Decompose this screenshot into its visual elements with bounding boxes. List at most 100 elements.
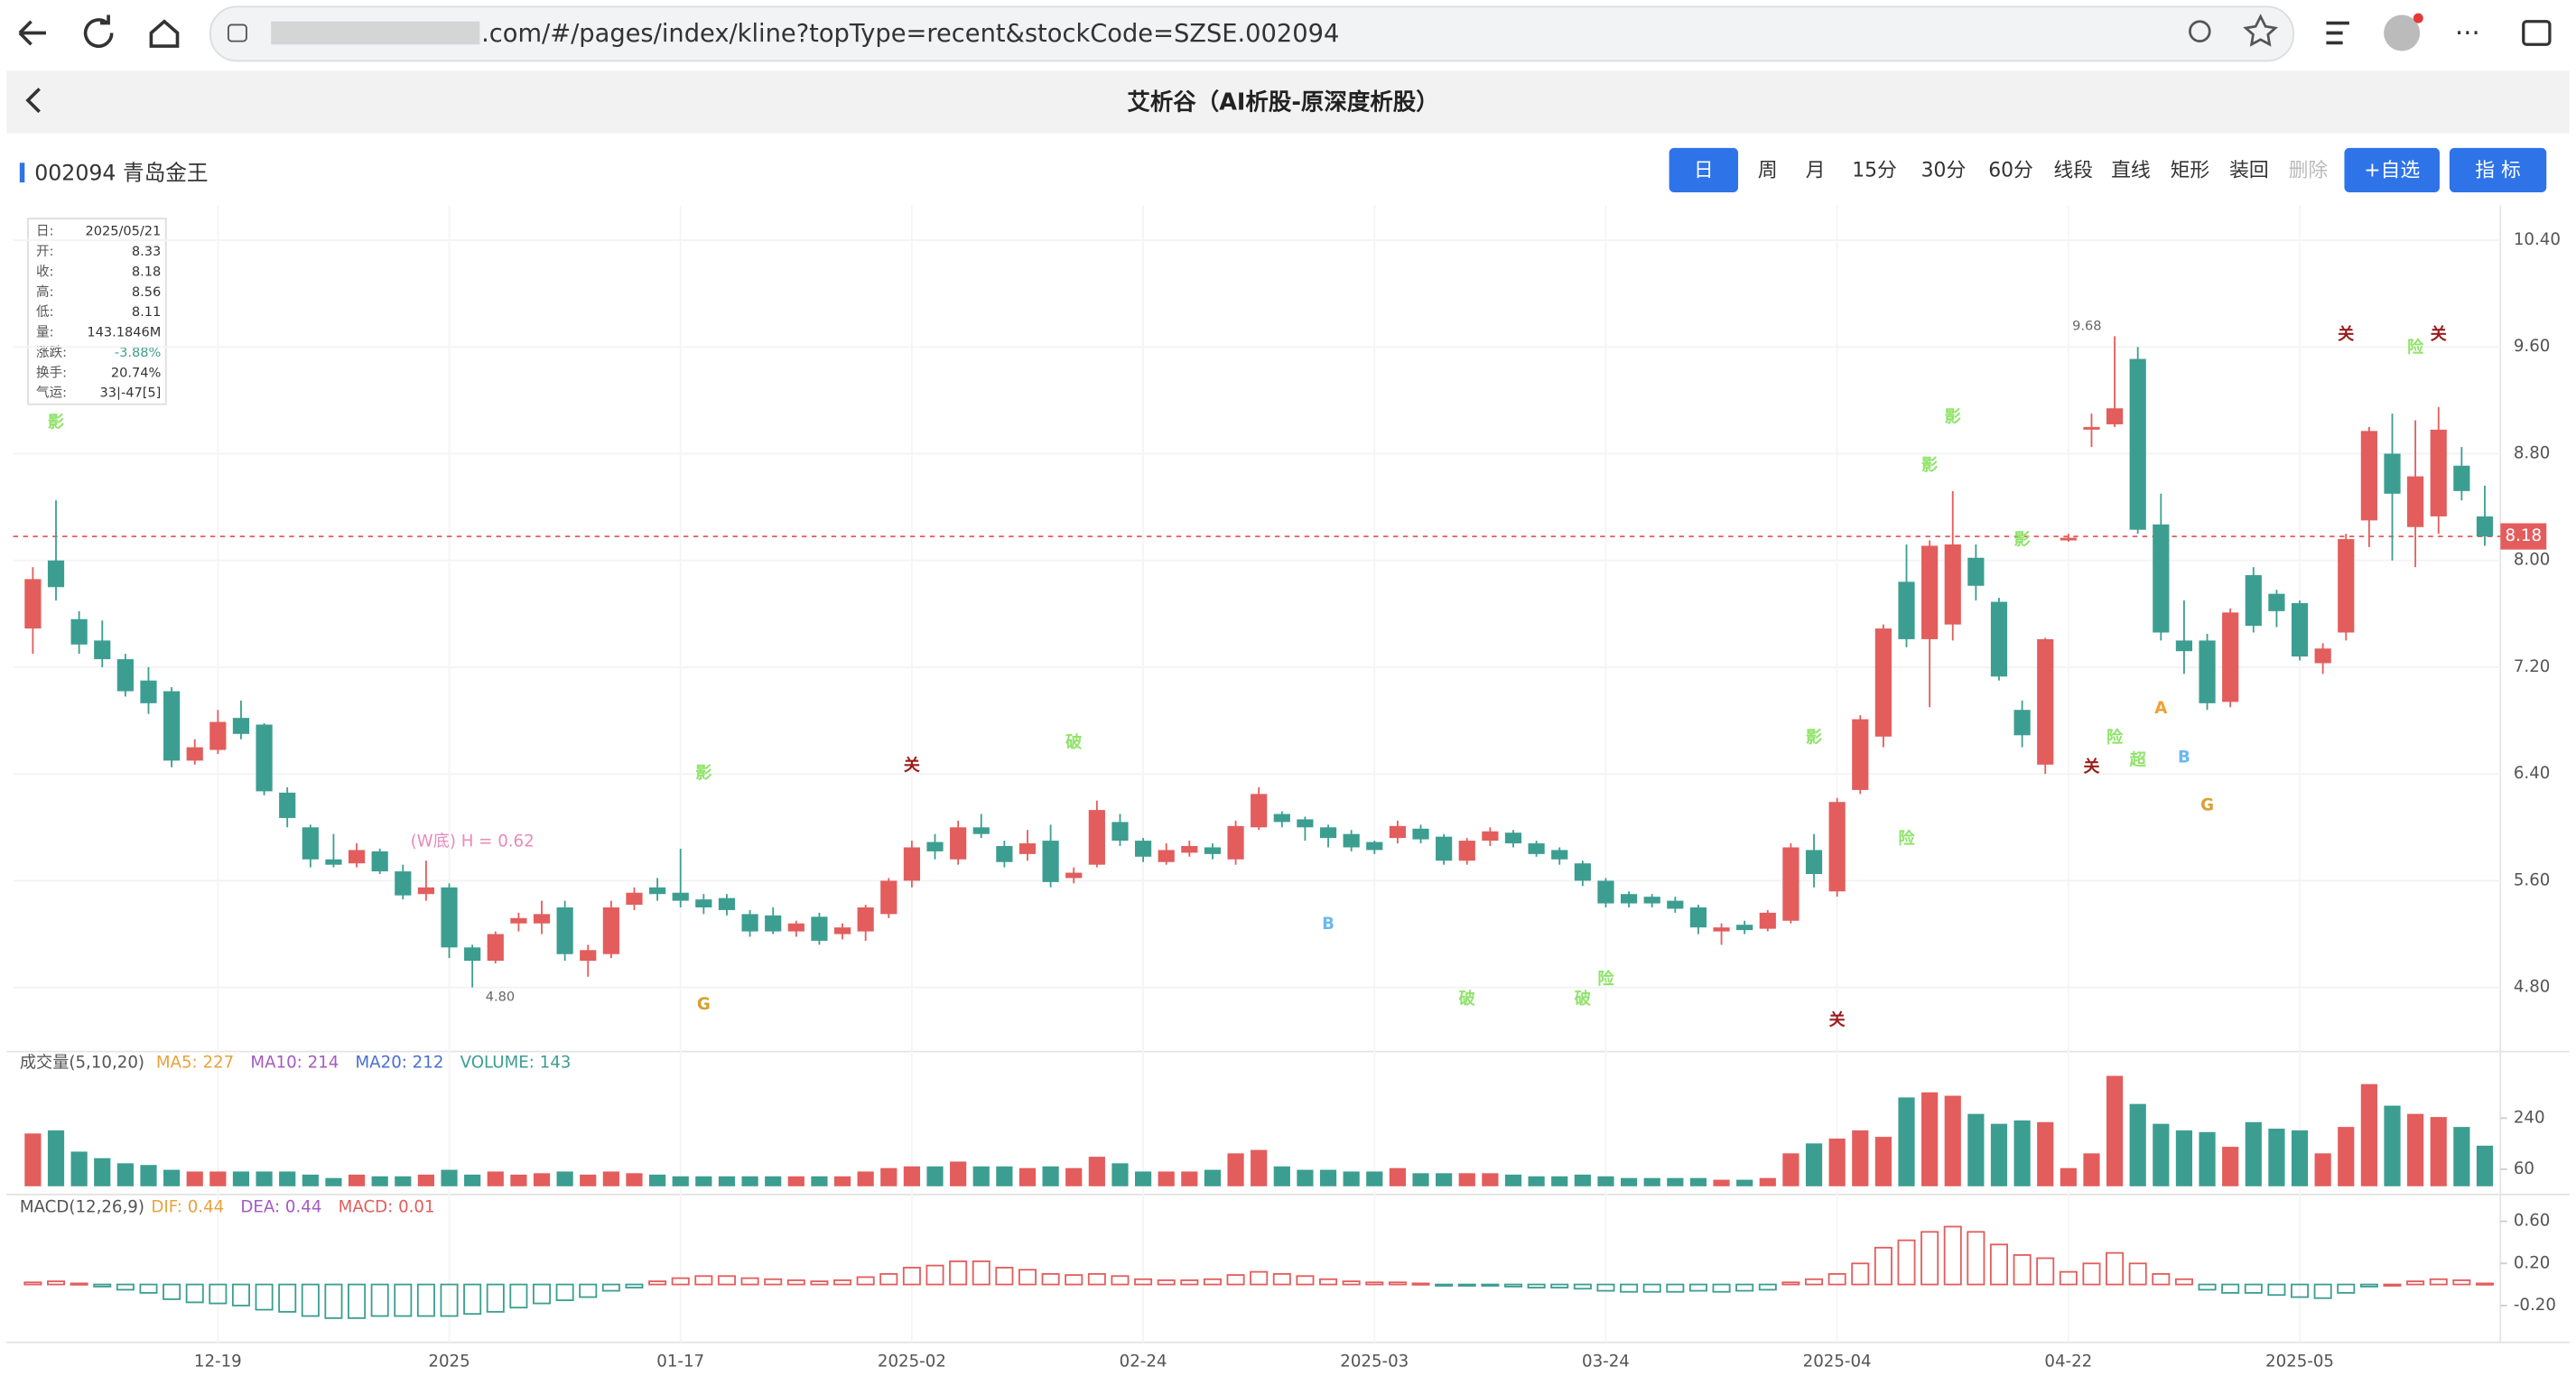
sidebar-button[interactable] (2522, 20, 2552, 46)
volume-bar (1412, 1173, 1429, 1186)
volume-tick-label: 240 (2514, 1108, 2545, 1127)
tool-button[interactable]: 15分 (1852, 159, 1897, 181)
volume-bar (1319, 1169, 1337, 1186)
volume-bar (2153, 1123, 2170, 1186)
favorites-button[interactable] (2326, 21, 2349, 45)
action-button-bg[interactable] (2344, 147, 2440, 192)
macd-bar (1226, 1274, 1245, 1286)
candle-body (2083, 426, 2100, 430)
reload-button[interactable] (83, 14, 114, 48)
candle-body (833, 927, 851, 935)
action-button-bg[interactable] (2449, 147, 2547, 192)
tool-button[interactable]: 周 (1758, 159, 1778, 181)
volume-bar (325, 1177, 342, 1186)
signal: 关 (2338, 324, 2355, 344)
macd-bar (1527, 1283, 1546, 1288)
volume-bar (2106, 1075, 2124, 1186)
x-tick-label: 02-24 (1120, 1352, 1167, 1371)
tool-button[interactable]: 矩形 (2171, 159, 2210, 181)
tool-button[interactable]: 删除 (2289, 159, 2329, 181)
volume-bar (2129, 1103, 2146, 1186)
macd-bar (786, 1279, 805, 1286)
tool-button[interactable]: 月 (1806, 159, 1826, 181)
tooltip-value: 8.18 (132, 264, 161, 279)
volume-bar (209, 1171, 227, 1186)
volume-bar (1018, 1167, 1037, 1186)
browser-bar: .com/#/pages/index/kline?topType=recent&… (18, 5, 2552, 62)
volume-bar (1204, 1169, 1222, 1186)
tooltip-label: 收: (36, 264, 53, 279)
kline-chart: 日: 2025/05/21 开: 8.33 收: 8.18 高: 8.56 低: 8.11 量: 14… (6, 205, 2570, 1371)
volume-bar (232, 1171, 250, 1186)
candle-body (348, 850, 366, 864)
candle-body (140, 680, 157, 703)
tooltip-box (27, 218, 167, 405)
volume-bar (1713, 1179, 1730, 1186)
macd-bar (764, 1278, 783, 1286)
candle-body (1736, 925, 1753, 931)
profile-button[interactable] (2384, 14, 2421, 51)
high-label: 9.68 (2072, 318, 2101, 333)
volume-bar (903, 1166, 921, 1186)
macd-bar (1596, 1283, 1615, 1292)
home-button[interactable] (149, 19, 180, 48)
volume-bar (1689, 1177, 1707, 1186)
volume-bar (2338, 1127, 2355, 1186)
tooltip-label: 量: (36, 325, 53, 340)
volume-bar (2476, 1145, 2494, 1186)
back-button[interactable] (18, 20, 46, 46)
macd-bar (1688, 1283, 1707, 1292)
macd-bar (2221, 1283, 2240, 1294)
tool-button[interactable]: 30分 (1921, 159, 1967, 181)
action-button[interactable]: +自选 (2364, 159, 2420, 181)
volume-bar (510, 1174, 527, 1186)
volume-bar (602, 1171, 619, 1186)
volume-bar (1366, 1171, 1383, 1186)
profile-badge (2413, 13, 2423, 23)
volume-bar (833, 1176, 851, 1186)
macd-tick-label: 0.60 (2514, 1212, 2551, 1231)
macd-bar (1712, 1283, 1731, 1293)
tool-button[interactable]: 线段 (2053, 159, 2093, 181)
volume-bar (672, 1176, 689, 1186)
favorite-icon[interactable] (2243, 14, 2279, 47)
macd-legend: MACD: 0.01 (339, 1197, 435, 1216)
tool-button[interactable]: 装回 (2229, 159, 2269, 181)
tool-button[interactable]: 60分 (1988, 159, 2033, 181)
volume-bar (1898, 1097, 1915, 1186)
volume-bar (2222, 1147, 2239, 1186)
macd-bar (1203, 1278, 1222, 1286)
macd-bar (1666, 1283, 1685, 1293)
tool-button[interactable]: 日 (1694, 159, 1714, 181)
page-back[interactable] (25, 88, 41, 114)
volume-bar (2314, 1153, 2331, 1186)
macd-bar (2452, 1279, 2471, 1286)
tooltip-value: 2025/05/21 (85, 224, 161, 239)
y-tick-label: 10.40 (2514, 230, 2561, 249)
address-bar[interactable] (209, 5, 2294, 62)
volume-bar (348, 1174, 366, 1186)
candle-body (2013, 710, 2031, 736)
signal: A (2154, 699, 2167, 718)
macd-bar (902, 1267, 921, 1286)
candle-body (1759, 912, 1776, 929)
candle-body (371, 851, 388, 872)
x-tick-label: 04-22 (2044, 1352, 2092, 1371)
menu-button[interactable]: ··· (2455, 17, 2480, 48)
action-button[interactable]: 指 标 (2475, 159, 2521, 181)
macd-bar (2106, 1251, 2125, 1286)
candle-body (302, 827, 319, 860)
volume-bar (1227, 1153, 1244, 1186)
tool-button[interactable]: 直线 (2111, 159, 2151, 181)
signal: 影 (2014, 531, 2031, 550)
macd-bar (370, 1283, 389, 1317)
tooltip-label: 低: (36, 304, 53, 320)
volume-bar (163, 1169, 181, 1186)
candle-body (1689, 907, 1707, 928)
volume-bar (626, 1173, 643, 1186)
volume-bar (1620, 1177, 1638, 1186)
candle-body (1412, 828, 1429, 840)
macd-bar (601, 1283, 620, 1292)
zoom-icon[interactable] (2189, 20, 2211, 42)
